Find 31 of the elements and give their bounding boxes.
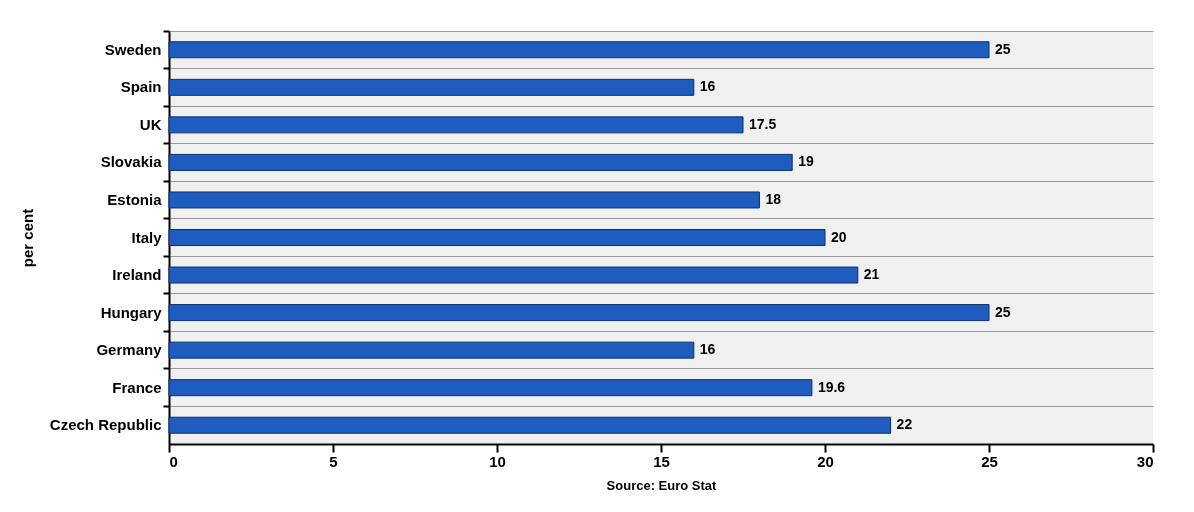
- y-tick-label: UK: [139, 115, 162, 133]
- data-label: 16: [699, 78, 716, 95]
- y-tick-label: Estonia: [107, 190, 163, 208]
- source-note: Source: Euro Stat: [606, 477, 718, 493]
- data-label: 18: [765, 190, 782, 207]
- x-tick-label: 20: [817, 452, 834, 470]
- data-label: 20: [831, 228, 847, 245]
- y-tick-label: Hungary: [100, 303, 163, 321]
- data-label: 22: [896, 416, 913, 433]
- y-tick-label: France: [112, 378, 162, 396]
- data-label: 21: [863, 266, 880, 283]
- y-tick-label: Sweden: [104, 40, 162, 58]
- data-label: 25: [995, 303, 1011, 320]
- x-tick-label: 0: [169, 452, 178, 470]
- data-label: 19.6: [817, 378, 846, 395]
- y-tick-label: Czech Republic: [49, 416, 162, 434]
- y-tick-label: Italy: [131, 228, 163, 246]
- data-label: 16: [699, 341, 716, 358]
- x-tick-label: 10: [489, 452, 506, 470]
- x-tick-label: 5: [329, 452, 338, 470]
- data-label: 25: [995, 40, 1011, 57]
- y-tick-label: Spain: [120, 78, 162, 96]
- x-tick-label: 15: [653, 452, 670, 470]
- data-label: 19: [798, 153, 814, 170]
- x-tick-label: 30: [1136, 452, 1154, 470]
- x-tick-label: 25: [981, 452, 998, 470]
- data-label: 17.5: [749, 115, 777, 132]
- y-tick-label: Ireland: [112, 266, 162, 284]
- y-axis-title: per cent: [18, 208, 36, 268]
- y-tick-label: Slovakia: [100, 153, 163, 171]
- y-tick-label: Germany: [96, 341, 163, 359]
